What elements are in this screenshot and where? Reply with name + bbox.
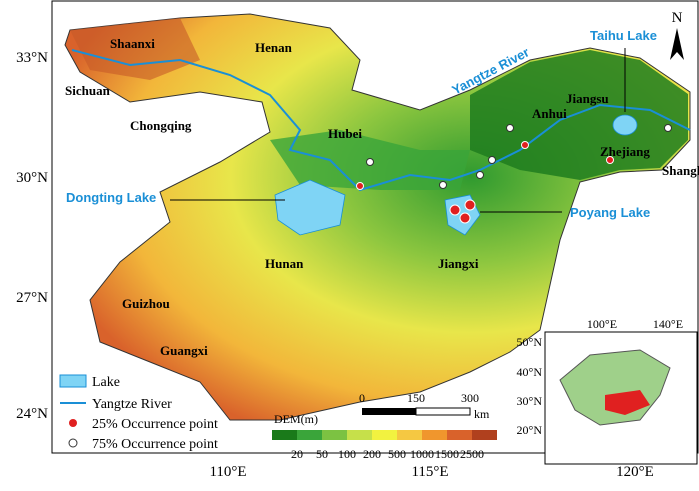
inset-lat-label: 40°N [517,365,543,379]
dem-title: DEM(m) [274,412,318,426]
inset-lat-label: 50°N [517,335,543,349]
lon-label: 120°E [616,464,654,480]
water-label: Dongting Lake [66,190,156,205]
inset-lat-label: 20°N [517,423,543,437]
dem-class-label: 1000 [410,447,434,461]
dongting-lake [274,179,346,236]
legend-label: 75% Occurrence point [92,437,218,452]
lat-label: 33°N [16,50,48,66]
dem-swatch [272,430,297,440]
scale-bar [415,407,471,416]
region-label: Anhui [532,106,567,121]
lon-label: 110°E [209,464,246,480]
dem-class-label: 200 [363,447,381,461]
scale-label: 0 [359,391,365,405]
inset-lon-label: 100°E [587,317,617,331]
dem-class-label: 1500 [435,447,459,461]
inset-lon-label: 140°E [653,317,683,331]
lat-label: 30°N [16,170,48,186]
dem-class-label: 20 [291,447,303,461]
north-arrow: N [672,10,683,26]
region-label: Hunan [265,256,304,271]
north-arrow-shape [670,28,684,60]
dem-swatch [447,430,472,440]
region-label: Guizhou [122,296,170,311]
scale-unit: km [474,407,490,421]
region-label: Hubei [328,126,362,141]
occurrence-points [356,124,672,224]
region-label: Henan [255,40,293,55]
dem-class-label: 50 [316,447,328,461]
taihu-lake [612,114,638,136]
dem-swatch [422,430,447,440]
region-label: Jiangsu [566,91,609,106]
leader-lines [170,48,626,213]
water-label: Poyang Lake [570,205,650,220]
inset-basin [605,390,650,415]
scale-label: 300 [461,391,479,405]
dem-swatch [297,430,322,440]
region-label: Zhejiang [600,144,650,159]
region-label: Guangxi [160,343,208,358]
legend-point-swatch [69,419,77,427]
legend-label: 25% Occurrence point [92,417,218,432]
dem-swatch [397,430,422,440]
scale-label: 150 [407,391,425,405]
lat-label: 24°N [16,406,48,422]
inset-lat-label: 30°N [517,394,543,408]
scale-bar [362,408,416,415]
region-label: Sichuan [65,83,111,98]
dem-swatch [322,430,347,440]
dem-colorbar: 20 50 100 200 500 1000 1500 2500 [272,430,497,461]
legend-label: Lake [92,375,120,390]
dem-class-label: 500 [388,447,406,461]
water-label: Taihu Lake [590,28,657,43]
dem-swatch [472,430,497,440]
legend-lake-swatch [59,374,87,388]
legend-point-swatch [68,438,78,448]
lon-label: 115°E [411,464,448,480]
dem-swatch [347,430,372,440]
region-label: Jiangxi [438,256,479,271]
region-label: Shanghai [662,163,699,178]
region-label: Chongqing [130,118,192,133]
legend-label: Yangtze River [92,397,172,412]
region-label: Shaanxi [110,36,155,51]
dem-class-label: 100 [338,447,356,461]
highland [70,18,200,80]
dem-swatch [372,430,397,440]
dem-class-label: 2500 [460,447,484,461]
lat-label: 27°N [16,290,48,306]
